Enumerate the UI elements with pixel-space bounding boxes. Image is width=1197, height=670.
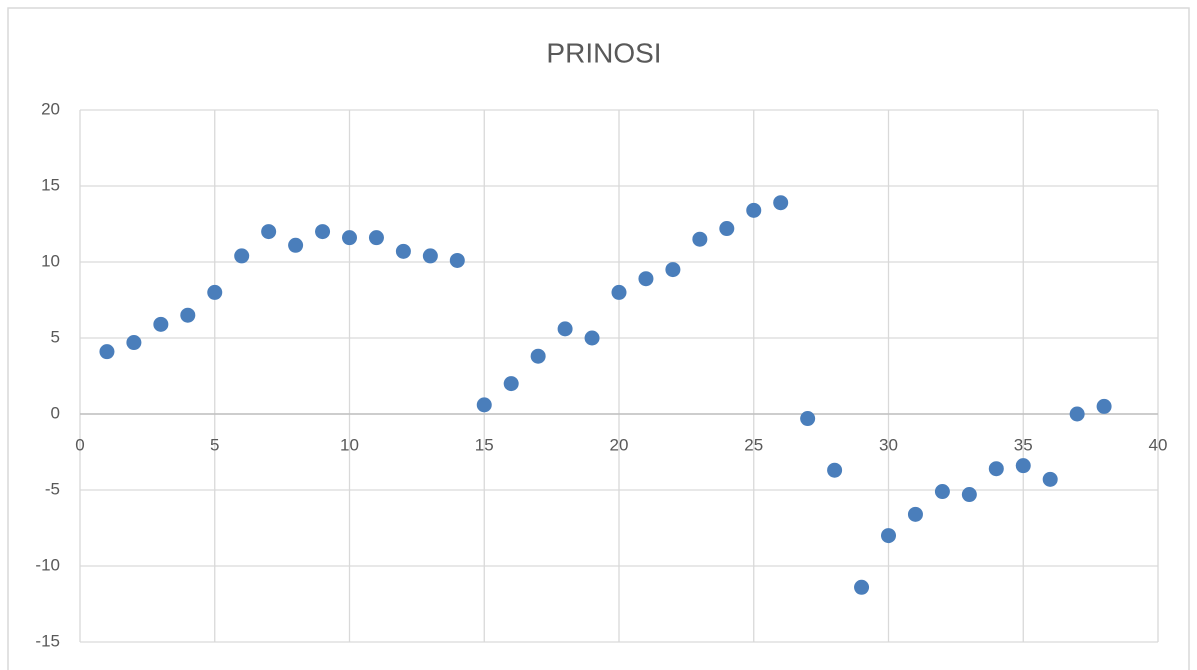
y-tick-label: -15 xyxy=(35,631,60,650)
x-tick-label: 5 xyxy=(210,435,219,454)
point xyxy=(746,202,762,218)
point xyxy=(368,230,384,246)
y-tick-label: 20 xyxy=(41,99,60,118)
y-tick-label: -10 xyxy=(35,555,60,574)
point xyxy=(422,248,438,264)
point xyxy=(1096,398,1112,414)
point xyxy=(638,271,654,287)
point xyxy=(988,461,1004,477)
point xyxy=(126,335,142,351)
point xyxy=(261,224,277,240)
point xyxy=(881,528,896,544)
point xyxy=(99,344,115,360)
point xyxy=(961,487,977,503)
point xyxy=(584,330,600,346)
point xyxy=(530,348,546,364)
point xyxy=(854,579,870,595)
point xyxy=(827,462,843,478)
point xyxy=(207,284,223,300)
point xyxy=(1069,406,1085,422)
point xyxy=(1015,458,1031,474)
y-tick-label: 15 xyxy=(41,175,60,194)
point xyxy=(476,397,492,413)
point xyxy=(449,252,465,268)
point xyxy=(557,321,573,337)
y-tick-label: 10 xyxy=(41,251,60,270)
x-tick-label: 15 xyxy=(475,435,494,454)
x-tick-label: 30 xyxy=(879,435,898,454)
point xyxy=(395,243,411,259)
x-tick-label: 25 xyxy=(744,435,763,454)
point xyxy=(907,506,923,522)
point xyxy=(342,230,357,246)
point xyxy=(692,231,708,247)
y-tick-label: 5 xyxy=(51,327,60,346)
y-tick-label: 0 xyxy=(51,403,60,422)
x-tick-label: 40 xyxy=(1149,435,1168,454)
point xyxy=(719,221,735,237)
point xyxy=(665,262,681,278)
x-tick-label: 10 xyxy=(340,435,359,454)
x-tick-label: 35 xyxy=(1014,435,1033,454)
point xyxy=(611,284,627,300)
chart-title: PRINOSI xyxy=(546,37,661,68)
point xyxy=(153,316,169,332)
point xyxy=(315,224,331,240)
point xyxy=(800,411,816,427)
point xyxy=(934,484,950,500)
point xyxy=(503,376,519,392)
point xyxy=(180,307,196,323)
point xyxy=(288,237,304,253)
x-tick-label: 20 xyxy=(610,435,629,454)
x-tick-label: 0 xyxy=(75,435,84,454)
point xyxy=(1042,471,1058,487)
point xyxy=(773,195,789,211)
y-tick-label: -5 xyxy=(45,479,60,498)
point xyxy=(234,248,250,264)
